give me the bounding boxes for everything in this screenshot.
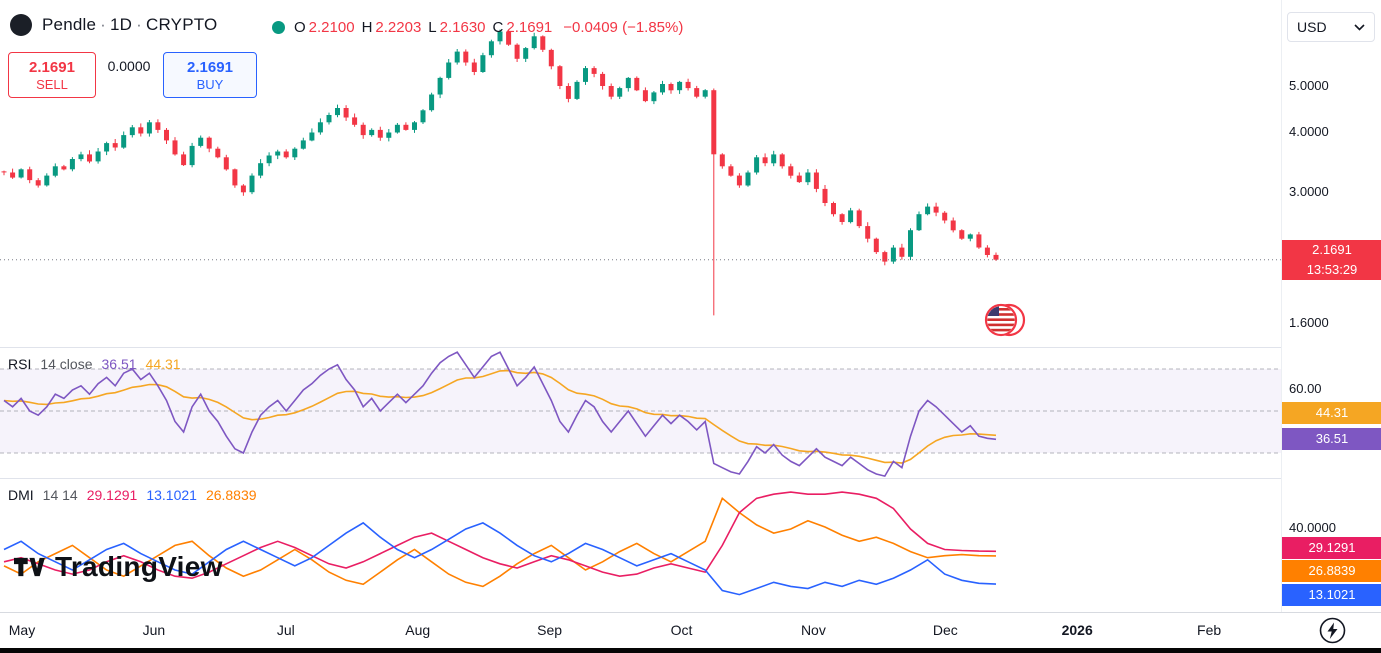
dmi-adx-value: 29.1291: [86, 487, 138, 503]
change-value: −0.0409 (−1.85%): [563, 19, 684, 36]
time-axis-label: Sep: [537, 622, 563, 638]
symbol-title[interactable]: Pendle · 1D · CRYPTO: [42, 15, 217, 35]
time-axis-label: Jul: [276, 622, 295, 638]
rsi-value-badge: 36.51: [1282, 428, 1381, 450]
separator-dot: ·: [100, 15, 107, 34]
sell-button[interactable]: 2.1691 SELL: [8, 52, 96, 98]
time-axis-label: Feb: [1197, 622, 1222, 638]
chevron-down-icon: [1354, 23, 1365, 31]
rsi-axis-label: 60.00: [1289, 381, 1322, 396]
dmi-plus-di-value: 13.1021: [146, 487, 197, 503]
sell-price: 2.1691: [29, 58, 75, 76]
time-axis-label: Nov: [800, 622, 826, 638]
dmi-title[interactable]: DMI: [8, 487, 34, 503]
time-axis-label: 2026: [1061, 622, 1093, 638]
bottom-edge-bar: [0, 648, 1381, 653]
low-label: L: [428, 19, 437, 36]
market-status-icon: [272, 21, 285, 34]
time-axis-label: Oct: [670, 622, 693, 638]
open-label: O: [294, 19, 306, 36]
dmi-minus-di-badge: 26.8839: [1282, 560, 1381, 582]
rsi-header[interactable]: RSI 14 close 36.51 44.31: [8, 356, 181, 372]
separator-dot: ·: [136, 15, 143, 34]
dmi-adx-badge: 29.1291: [1282, 537, 1381, 559]
dmi-canvas[interactable]: [0, 479, 1281, 612]
exchange-label: CRYPTO: [146, 15, 218, 34]
rsi-pane[interactable]: RSI 14 close 36.51 44.31: [0, 347, 1281, 479]
dmi-plus-di-badge: 13.1021: [1282, 584, 1381, 606]
time-axis-label: May: [8, 622, 36, 638]
time-axis-label: Jun: [142, 622, 166, 638]
ohlc-legend: O 2.2100 H 2.2203 L 2.1630 C 2.1691 −0.0…: [272, 19, 683, 36]
price-axis-label: 5.0000: [1289, 78, 1329, 93]
dmi-pane[interactable]: DMI 14 14 29.1291 13.1021 26.8839 Tradin…: [0, 478, 1281, 613]
last-price-value: 2.1691: [1312, 242, 1352, 257]
rsi-params: 14 close: [40, 356, 93, 372]
tradingview-logo-icon: [14, 557, 45, 577]
currency-select[interactable]: USD: [1287, 12, 1375, 42]
us-flag-event-icon[interactable]: [980, 297, 1028, 343]
dmi-minus-di-value: 26.8839: [205, 487, 257, 503]
high-label: H: [361, 19, 373, 36]
buy-sell-widget: 2.1691 SELL 0.0000 2.1691 BUY: [8, 52, 258, 100]
price-axis[interactable]: 5.0000 4.0000 3.0000 1.6000 2.1691 13:53…: [1281, 0, 1381, 612]
bar-countdown: 13:53:29: [1306, 262, 1358, 277]
main-chart-pane[interactable]: Pendle · 1D · CRYPTO O 2.2100 H 2.2203 L 2.1…: [0, 0, 1281, 347]
rsi-canvas[interactable]: [0, 348, 1281, 478]
rsi-ma-badge: 44.31: [1282, 402, 1381, 424]
dmi-axis-label: 40.0000: [1289, 520, 1336, 535]
lightning-icon: [1327, 622, 1338, 639]
rsi-title[interactable]: RSI: [8, 356, 32, 372]
symbol-legend[interactable]: Pendle · 1D · CRYPTO: [10, 14, 217, 36]
sell-label: SELL: [36, 76, 68, 92]
buy-label: BUY: [196, 76, 224, 92]
buy-price: 2.1691: [187, 58, 233, 76]
close-label: C: [492, 19, 504, 36]
symbol-logo-icon: [10, 14, 32, 36]
time-axis[interactable]: May Jun Jul Aug Sep Oct Nov Dec 2026 Feb: [0, 612, 1381, 649]
symbol-name: Pendle: [42, 15, 97, 34]
time-axis-label: Aug: [405, 622, 431, 638]
time-axis-label: Dec: [932, 622, 958, 638]
tradingview-watermark: TradingView: [14, 551, 223, 583]
buy-button[interactable]: 2.1691 BUY: [163, 52, 257, 98]
candlestick-canvas[interactable]: [0, 0, 1281, 347]
dmi-params: 14 14: [42, 487, 78, 503]
price-axis-label: 1.6000: [1289, 315, 1329, 330]
spread-value: 0.0000: [107, 58, 151, 74]
last-price-badge: 2.1691 13:53:29: [1282, 240, 1381, 280]
low-value: 2.1630: [439, 19, 486, 36]
currency-value: USD: [1297, 19, 1327, 35]
price-axis-label: 3.0000: [1289, 184, 1329, 199]
rsi-ma-value: 44.31: [145, 356, 181, 372]
watermark-text: TradingView: [55, 551, 223, 582]
interval-label: 1D: [110, 15, 133, 34]
high-value: 2.2203: [375, 19, 422, 36]
close-value: 2.1691: [506, 19, 553, 36]
go-to-realtime-button[interactable]: [1319, 617, 1346, 644]
price-axis-label: 4.0000: [1289, 124, 1329, 139]
rsi-value: 36.51: [101, 356, 137, 372]
open-value: 2.2100: [308, 19, 355, 36]
dmi-header[interactable]: DMI 14 14 29.1291 13.1021 26.8839: [8, 487, 257, 503]
